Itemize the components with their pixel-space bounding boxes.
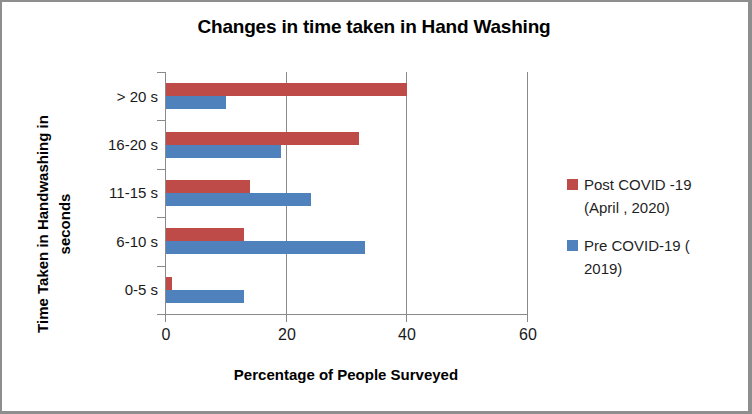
y-axis-tick-2 <box>157 169 165 170</box>
category-label: 6-10 s <box>60 217 158 265</box>
category-label: 16-20 s <box>60 120 158 168</box>
x-tick-label-0: 0 <box>162 326 171 344</box>
gridline-60 <box>527 72 528 314</box>
bar-pre-covid <box>166 145 281 158</box>
gridline-40 <box>406 72 407 314</box>
bar-post-covid <box>166 277 172 290</box>
legend: Post COVID -19(April , 2020) Pre COVID-19… <box>567 173 747 280</box>
x-axis-tick-0 <box>165 314 166 322</box>
x-tick-label-60: 60 <box>519 326 537 344</box>
bar-post-covid <box>166 132 359 145</box>
legend-swatch-icon <box>567 240 578 251</box>
x-axis-tick-40 <box>406 314 407 322</box>
y-axis-tick-1 <box>157 120 165 121</box>
category-label: 0-5 s <box>60 266 158 314</box>
x-axis-tick-20 <box>286 314 287 322</box>
chart-canvas: Changes in time taken in Hand Washing Ti… <box>0 0 752 414</box>
bar-pre-covid <box>166 241 365 254</box>
bar-post-covid <box>166 83 407 96</box>
legend-swatch-icon <box>567 179 578 190</box>
y-axis-tick-3 <box>157 217 165 218</box>
legend-label: Post COVID -19(April , 2020) <box>584 173 692 219</box>
bar-post-covid <box>166 228 244 241</box>
x-tick-label-20: 20 <box>278 326 296 344</box>
category-label: 11-15 s <box>60 169 158 217</box>
plot-area <box>165 72 528 315</box>
bar-pre-covid <box>166 96 226 109</box>
bar-post-covid <box>166 180 250 193</box>
legend-label-line1: Pre COVID-19 ( <box>584 234 690 257</box>
x-axis-title: Percentage of People Surveyed <box>165 366 527 383</box>
x-tick-label-40: 40 <box>398 326 416 344</box>
chart-title: Changes in time taken in Hand Washing <box>2 16 746 38</box>
legend-item-pre-covid: Pre COVID-19 (2019) <box>567 234 747 280</box>
legend-label-line2: 2019) <box>584 257 690 280</box>
y-axis-tick-0 <box>157 72 165 73</box>
y-axis-tick-5 <box>157 314 165 315</box>
legend-label-line1: Post COVID -19 <box>584 173 692 196</box>
bar-pre-covid <box>166 290 244 303</box>
bar-pre-covid <box>166 193 311 206</box>
legend-label-line2: (April , 2020) <box>584 196 692 219</box>
category-label: > 20 s <box>60 72 158 120</box>
y-axis-tick-4 <box>157 266 165 267</box>
y-axis-title-line1: Time Taken in Handwashing in <box>32 54 54 394</box>
legend-label: Pre COVID-19 (2019) <box>584 234 690 280</box>
legend-item-post-covid: Post COVID -19(April , 2020) <box>567 173 747 219</box>
x-axis-tick-60 <box>527 314 528 322</box>
